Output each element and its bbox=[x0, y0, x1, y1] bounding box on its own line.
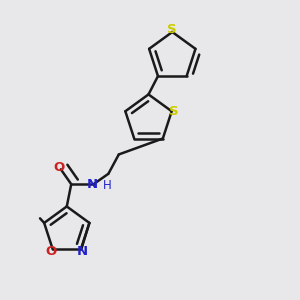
Text: O: O bbox=[54, 161, 65, 174]
Text: S: S bbox=[169, 105, 179, 118]
Text: S: S bbox=[167, 23, 177, 36]
Text: H: H bbox=[103, 179, 111, 192]
Text: N: N bbox=[77, 245, 88, 258]
Text: O: O bbox=[46, 245, 57, 258]
Text: N: N bbox=[87, 178, 98, 191]
